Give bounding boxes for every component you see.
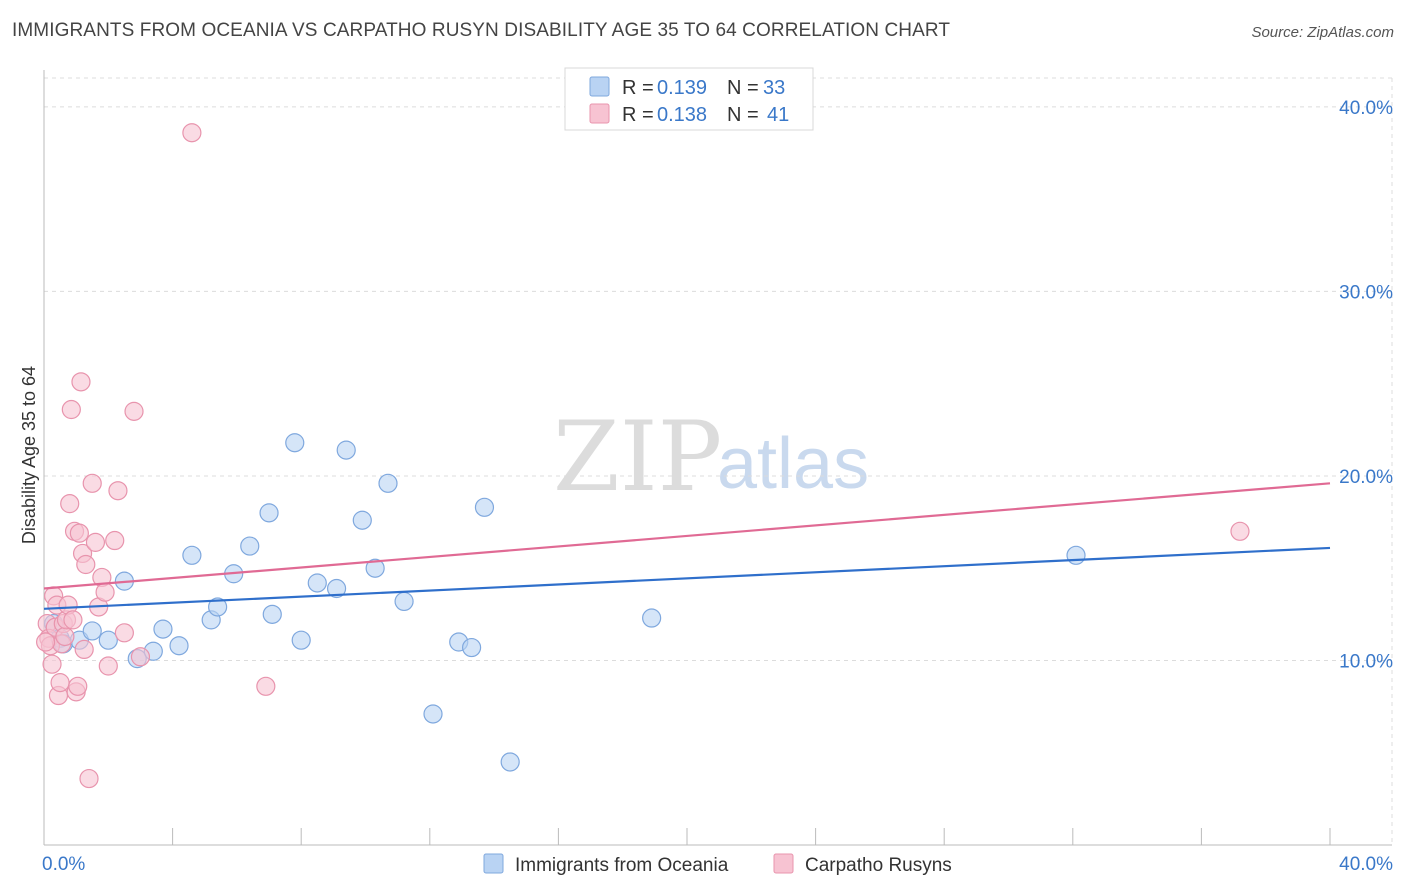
legend-n-label-rusyn: N = (727, 104, 759, 126)
point-oceania (365, 558, 385, 578)
tick-labels: 10.0% 20.0% 30.0% 40.0% 0.0% 40.0% (42, 98, 1393, 875)
point-oceania (82, 621, 102, 641)
watermark-zip: ZIP (553, 401, 722, 513)
legend-n-label-oceania: N = (727, 77, 759, 99)
point-oceania (169, 636, 189, 656)
legend-n-value-oceania: 33 (763, 77, 785, 99)
point-oceania (259, 503, 279, 523)
bottom-legend-swatch-rusyn (773, 853, 794, 874)
y-axis-label: Disability Age 35 to 64 (19, 366, 39, 544)
point-carpatho-rusyn (61, 399, 81, 420)
point-oceania (394, 591, 414, 612)
point-oceania (336, 440, 356, 460)
point-carpatho-rusyn (55, 626, 75, 647)
point-oceania (98, 630, 118, 650)
point-carpatho-rusyn (95, 582, 115, 602)
point-carpatho-rusyn (50, 673, 70, 693)
trend-lines (43, 482, 1331, 610)
watermark-atlas: atlas (717, 424, 869, 504)
y-tick-label: 10.0% (1339, 651, 1393, 672)
point-oceania (378, 473, 398, 493)
point-carpatho-rusyn (71, 372, 91, 392)
source-credit: Source: ZipAtlas.com (1251, 24, 1394, 41)
axes (43, 70, 1392, 846)
point-oceania (307, 573, 327, 593)
y-tick-label: 20.0% (1339, 467, 1393, 488)
point-oceania (461, 637, 482, 658)
point-carpatho-rusyn (1230, 521, 1250, 541)
point-oceania (285, 433, 305, 453)
point-oceania (182, 545, 202, 565)
point-carpatho-rusyn (85, 532, 106, 552)
point-oceania (642, 608, 662, 628)
point-carpatho-rusyn (114, 623, 134, 643)
point-carpatho-rusyn (36, 632, 56, 652)
y-tick-label: 40.0% (1339, 98, 1393, 119)
point-oceania (208, 597, 228, 617)
point-carpatho-rusyn (130, 647, 151, 667)
legend-r-value-rusyn: 0.138 (657, 104, 707, 126)
point-oceania (474, 497, 495, 517)
point-carpatho-rusyn (82, 473, 102, 493)
stats-legend: R = 0.139 N = 33 R = 0.138 N = 41 (564, 67, 814, 131)
bottom-legend-label-rusyn: Carpatho Rusyns (805, 855, 952, 876)
trend-line-carpatho-rusyn (43, 482, 1331, 590)
point-oceania (500, 752, 520, 772)
point-carpatho-rusyn (79, 768, 99, 789)
point-carpatho-rusyn (76, 554, 96, 575)
legend-n-value-rusyn: 41 (767, 104, 789, 126)
series-legend: Immigrants from Oceania Carpatho Rusyns (483, 853, 952, 876)
point-oceania (423, 704, 443, 724)
point-carpatho-rusyn (69, 523, 89, 543)
x-tick-label: 40.0% (1339, 854, 1393, 875)
legend-r-label-oceania: R = (622, 77, 654, 99)
point-oceania (291, 630, 311, 650)
point-carpatho-rusyn (124, 401, 144, 421)
point-oceania (153, 619, 173, 639)
bottom-legend-label-oceania: Immigrants from Oceania (515, 855, 729, 876)
legend-r-label-rusyn: R = (622, 104, 654, 126)
point-carpatho-rusyn (182, 123, 202, 143)
point-carpatho-rusyn (60, 494, 80, 514)
x-tick-label: 0.0% (42, 854, 85, 875)
chart-title: IMMIGRANTS FROM OCEANIA VS CARPATHO RUSY… (12, 20, 951, 41)
point-carpatho-rusyn (42, 654, 62, 674)
point-oceania (262, 604, 282, 624)
point-carpatho-rusyn (68, 676, 88, 696)
point-carpatho-rusyn (108, 481, 128, 501)
data-points (36, 123, 1250, 789)
point-carpatho-rusyn (98, 656, 118, 676)
point-carpatho-rusyn (256, 676, 276, 696)
point-carpatho-rusyn (74, 639, 94, 660)
legend-swatch-oceania (589, 76, 610, 97)
point-carpatho-rusyn (63, 610, 83, 630)
point-oceania (326, 578, 347, 599)
trend-line-oceania (43, 546, 1331, 610)
bottom-legend-swatch-oceania (483, 853, 504, 874)
point-oceania (352, 510, 372, 530)
point-oceania (1066, 545, 1086, 565)
point-oceania (240, 536, 260, 556)
y-tick-label: 30.0% (1339, 282, 1393, 303)
legend-r-value-oceania: 0.139 (657, 77, 707, 99)
legend-swatch-rusyn (589, 103, 610, 124)
point-carpatho-rusyn (105, 530, 125, 551)
